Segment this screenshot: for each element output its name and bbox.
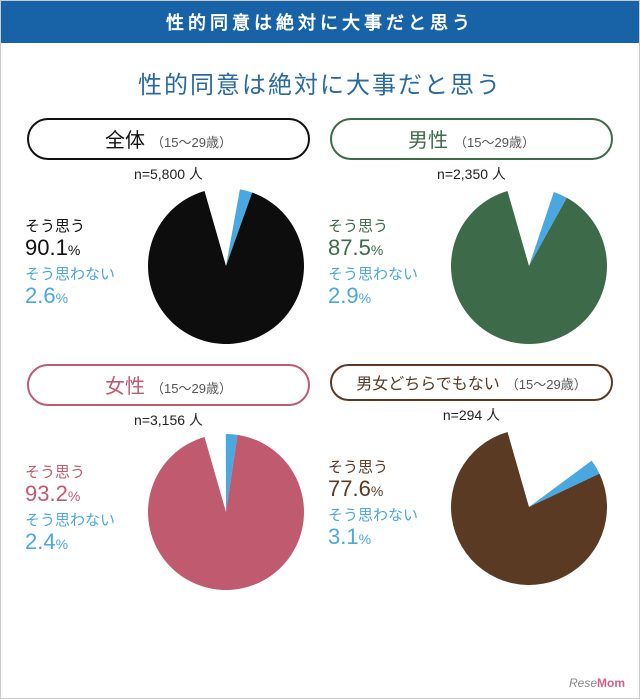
agree-label: そう思う — [328, 218, 434, 236]
agree-value: 87.5% — [328, 236, 434, 260]
disagree-value: 2.6% — [25, 284, 131, 308]
disagree-label: そう思わない — [328, 266, 434, 284]
agree-value: 90.1% — [25, 236, 131, 260]
stats-block: そう思う 90.1% そう思わない 2.6% — [21, 218, 131, 314]
agree-label: そう思う — [25, 218, 131, 236]
pill-main-label: 男性 — [408, 124, 448, 153]
sample-size: n=2,350 人 — [324, 164, 619, 184]
stats-block: そう思う 77.6% そう思わない 3.1% — [324, 459, 434, 555]
panel-pill: 全体 （15～29歳） — [27, 118, 310, 160]
pill-main-label: 女性 — [105, 370, 145, 399]
pill-sub-label: （15～29歳） — [151, 132, 232, 151]
pill-sub-label: （15～29歳） — [454, 132, 535, 151]
stats-block: そう思う 93.2% そう思わない 2.4% — [21, 464, 131, 560]
stats-block: そう思う 87.5% そう思わない 2.9% — [324, 218, 434, 314]
sample-size: n=294 人 — [324, 405, 619, 425]
panel-pill: 男女どちらでもない （15～29歳） — [330, 364, 613, 401]
pie-chart — [438, 427, 619, 587]
agree-label: そう思う — [328, 459, 434, 477]
footer-logo: ReseMom — [569, 676, 625, 690]
sample-size: n=5,800 人 — [21, 164, 316, 184]
agree-label: そう思う — [25, 464, 131, 482]
panel-female: 女性 （15～29歳） n=3,156 人 そう思う 93.2% そう思わない … — [21, 364, 316, 602]
footer-brand-2: Mom — [597, 676, 625, 690]
panel-male: 男性 （15～29歳） n=2,350 人 そう思う 87.5% そう思わない … — [324, 118, 619, 356]
agree-value: 93.2% — [25, 482, 131, 506]
pie-chart — [135, 432, 316, 592]
pie-chart — [135, 186, 316, 346]
disagree-value: 3.1% — [328, 525, 434, 549]
panel-pill: 男性 （15～29歳） — [330, 118, 613, 160]
pie-chart — [438, 186, 619, 346]
disagree-label: そう思わない — [25, 266, 131, 284]
main-title: 性的同意は絶対に大事だと思う — [1, 43, 639, 118]
chart-grid: 全体 （15～29歳） n=5,800 人 そう思う 90.1% そう思わない … — [1, 118, 639, 602]
disagree-label: そう思わない — [25, 512, 131, 530]
agree-value: 77.6% — [328, 477, 434, 501]
sample-size: n=3,156 人 — [21, 410, 316, 430]
disagree-value: 2.9% — [328, 284, 434, 308]
disagree-value: 2.4% — [25, 530, 131, 554]
disagree-label: そう思わない — [328, 507, 434, 525]
pill-sub-label: （15～29歳） — [151, 378, 232, 397]
header-bar: 性的同意は絶対に大事だと思う — [1, 1, 639, 43]
pill-sub-label: （15～29歳） — [506, 374, 587, 393]
pill-main-label: 男女どちらでもない — [356, 370, 500, 394]
panel-other: 男女どちらでもない （15～29歳） n=294 人 そう思う 77.6% そう… — [324, 364, 619, 602]
panel-pill: 女性 （15～29歳） — [27, 364, 310, 406]
panel-all: 全体 （15～29歳） n=5,800 人 そう思う 90.1% そう思わない … — [21, 118, 316, 356]
pill-main-label: 全体 — [105, 124, 145, 153]
footer-brand-1: Rese — [569, 676, 597, 690]
